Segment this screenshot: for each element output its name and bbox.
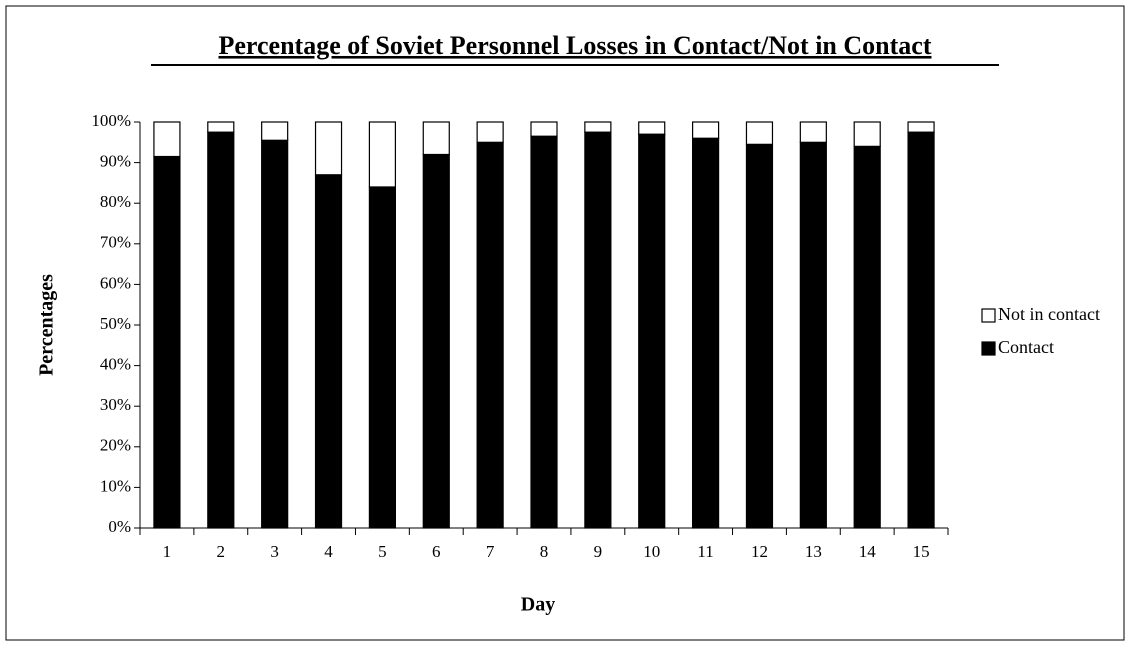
- bar-segment: [853, 145, 881, 529]
- bar-segment: [530, 135, 558, 529]
- x-tick-label: 13: [805, 542, 822, 561]
- bar-segment: [422, 153, 450, 529]
- chart-border: [5, 5, 1125, 641]
- bar-segment: [368, 186, 396, 529]
- y-tick-label: 50%: [100, 314, 131, 333]
- bar-segment: [314, 174, 343, 529]
- y-axis-label: Percentages: [36, 274, 58, 376]
- bar-segment: [853, 121, 881, 147]
- y-tick-label: 40%: [100, 355, 131, 374]
- chart-title: Percentage of Soviet Personnel Losses in…: [219, 31, 932, 60]
- bar-segment: [261, 121, 289, 141]
- x-tick-label: 8: [540, 542, 549, 561]
- bar-segment: [368, 121, 396, 188]
- bar-segment: [584, 131, 612, 529]
- y-tick-label: 70%: [100, 233, 131, 252]
- y-tick-label: 0%: [108, 517, 131, 536]
- bar-segment: [530, 121, 558, 137]
- x-tick-label: 12: [751, 542, 768, 561]
- bar-segment: [799, 121, 827, 143]
- x-tick-label: 4: [324, 542, 333, 561]
- x-tick-label: 14: [859, 542, 877, 561]
- x-tick-label: 9: [594, 542, 603, 561]
- y-tick-label: 20%: [100, 436, 131, 455]
- y-tick-label: 30%: [100, 395, 131, 414]
- bar-segment: [261, 139, 289, 529]
- x-tick-label: 15: [913, 542, 930, 561]
- legend-label: Contact: [998, 337, 1054, 357]
- y-tick-label: 90%: [100, 152, 131, 171]
- x-tick-label: 2: [217, 542, 226, 561]
- bar-segment: [207, 121, 235, 133]
- legend-swatch: [981, 308, 996, 323]
- bar-segment: [584, 121, 612, 133]
- legend-label: Not in contact: [998, 304, 1100, 324]
- x-tick-label: 6: [432, 542, 441, 561]
- bar-segment: [691, 121, 720, 139]
- x-tick-label: 10: [643, 542, 660, 561]
- x-tick-label: 7: [486, 542, 495, 561]
- legend-swatch: [981, 341, 996, 356]
- y-tick-label: 10%: [100, 476, 131, 495]
- x-tick-label: 3: [270, 542, 279, 561]
- bar-segment: [638, 121, 666, 135]
- x-tick-label: 1: [163, 542, 172, 561]
- bar-segment: [907, 121, 935, 133]
- bar-segment: [745, 143, 774, 529]
- bar-segment: [153, 155, 181, 529]
- x-tick-label: 11: [697, 542, 713, 561]
- bar-segment: [314, 121, 343, 176]
- y-tick-label: 100%: [91, 111, 131, 130]
- bar-segment: [691, 137, 720, 529]
- bar-segment: [799, 141, 827, 529]
- bar-segment: [638, 133, 666, 529]
- bar-segment: [745, 121, 774, 145]
- y-tick-label: 80%: [100, 192, 131, 211]
- bar-segment: [153, 121, 181, 158]
- bar-segment: [476, 121, 504, 143]
- bar-segment: [476, 141, 504, 529]
- x-axis-label: Day: [521, 594, 555, 616]
- bar-segment: [422, 121, 450, 156]
- x-tick-label: 5: [378, 542, 387, 561]
- bar-segment: [907, 131, 935, 529]
- bar-segment: [207, 131, 235, 529]
- y-tick-label: 60%: [100, 273, 131, 292]
